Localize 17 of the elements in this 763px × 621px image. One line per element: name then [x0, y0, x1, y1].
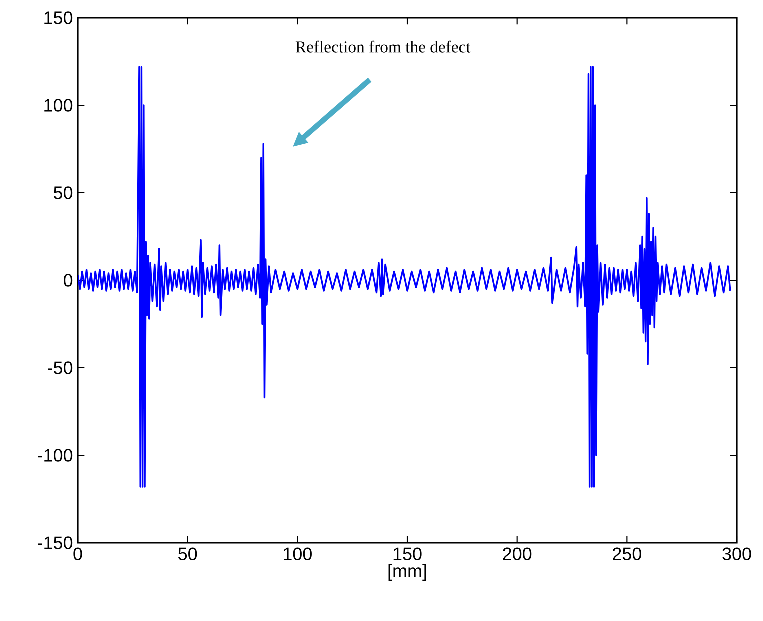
y-tick-label: 50	[54, 186, 73, 200]
x-tick-label: 0	[74, 548, 82, 560]
x-tick-label: 100	[284, 548, 312, 560]
x-tick-label: 50	[178, 548, 198, 560]
y-tick-label: -100	[38, 449, 73, 462]
y-tick-label: 150	[44, 12, 73, 24]
y-tick-label: 0	[64, 274, 73, 287]
x-tick-label: 150	[394, 548, 422, 560]
line-series	[78, 66, 732, 488]
x-tick-label: 300	[722, 548, 752, 560]
y-tick-label: 100	[44, 99, 73, 112]
annotation: Reflection from the defect	[296, 40, 471, 53]
x-tick-label: 200	[503, 548, 532, 560]
y-tick-label: -150	[38, 536, 73, 550]
x-axis-title: [mm]	[388, 564, 426, 582]
y-tick-label: -50	[48, 362, 73, 374]
x-tick-label: 250	[613, 548, 642, 560]
